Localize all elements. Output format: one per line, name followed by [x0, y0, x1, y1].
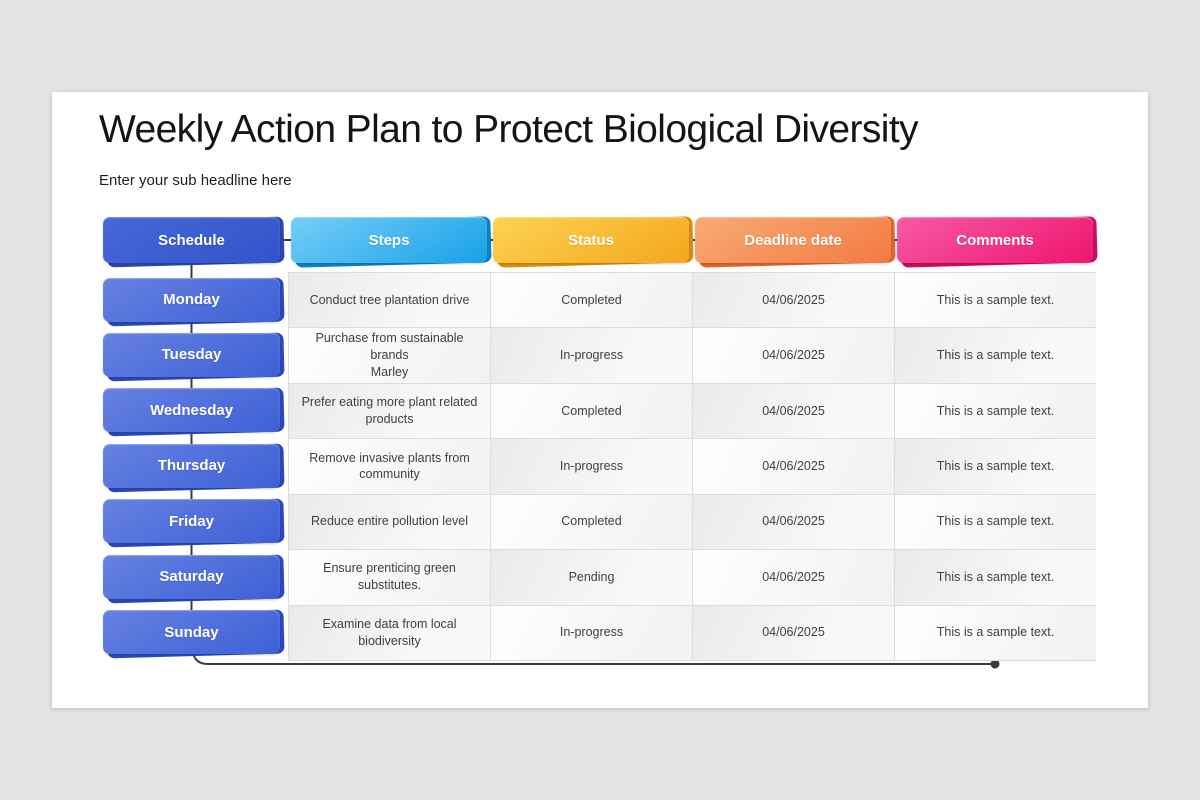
deadline-cell: 04/06/2025 — [692, 550, 894, 606]
comments-cell: This is a sample text. — [894, 439, 1096, 495]
steps-cell: Prefer eating more plant related product… — [288, 383, 490, 440]
day-button-sunday[interactable]: Sunday — [103, 609, 285, 659]
button-face: Wednesday — [103, 388, 280, 433]
day-label: Wednesday — [149, 401, 234, 419]
day-button-friday[interactable]: Friday — [103, 498, 285, 548]
day-button-thursday[interactable]: Thursday — [103, 443, 285, 493]
day-button-wednesday[interactable]: Wednesday — [103, 387, 285, 437]
button-face: Friday — [103, 499, 280, 544]
column-header-label: Deadline date — [744, 231, 842, 249]
deadline-cell: 04/06/2025 — [692, 605, 894, 661]
comments-cell: This is a sample text. — [894, 605, 1096, 661]
slide-card: Weekly Action Plan to Protect Biological… — [52, 92, 1148, 708]
button-face: Deadline date — [695, 217, 891, 263]
button-face: Saturday — [103, 554, 280, 599]
deadline-cell: 04/06/2025 — [692, 383, 894, 440]
connector-end-dot — [990, 659, 1000, 669]
comments-cell: This is a sample text. — [894, 383, 1096, 440]
day-label: Monday — [163, 291, 220, 308]
day-label: Sunday — [164, 623, 219, 641]
day-button-tuesday[interactable]: Tuesday — [103, 332, 285, 382]
comments-cell: This is a sample text. — [894, 550, 1096, 606]
comments-cell: This is a sample text. — [894, 273, 1096, 329]
column-header-comments[interactable]: Comments — [897, 216, 1098, 268]
status-cell: Completed — [490, 494, 692, 551]
button-face: Steps — [291, 217, 487, 263]
page-title: Weekly Action Plan to Protect Biological… — [99, 108, 919, 151]
status-cell: In-progress — [490, 328, 692, 384]
day-label: Saturday — [159, 568, 224, 586]
column-header-label: Steps — [368, 231, 410, 249]
day-label: Tuesday — [161, 346, 222, 364]
day-label: Thursday — [157, 457, 226, 475]
table-cells-grid: Conduct tree plantation drive Completed 04… — [288, 272, 1096, 661]
status-cell: In-progress — [490, 439, 692, 495]
column-header-label: Status — [568, 231, 614, 249]
status-cell: Pending — [490, 550, 692, 606]
button-face: Thursday — [103, 443, 280, 488]
button-face: Sunday — [103, 610, 280, 655]
day-button-saturday[interactable]: Saturday — [103, 554, 285, 604]
steps-cell: Conduct tree plantation drive — [288, 273, 490, 329]
status-cell: Completed — [490, 273, 692, 329]
column-header-label: Schedule — [158, 231, 225, 249]
column-header-deadline-date[interactable]: Deadline date — [695, 216, 896, 268]
steps-cell: Ensure prenticing green substitutes. — [288, 550, 490, 606]
column-header-label: Comments — [956, 231, 1034, 249]
day-button-monday[interactable]: Monday — [103, 277, 285, 326]
button-face: Tuesday — [103, 332, 280, 377]
deadline-cell: 04/06/2025 — [692, 328, 894, 384]
deadline-cell: 04/06/2025 — [692, 494, 894, 551]
deadline-cell: 04/06/2025 — [692, 439, 894, 495]
steps-cell: Reduce entire pollution level — [288, 494, 490, 551]
status-cell: Completed — [490, 383, 692, 440]
steps-cell: Remove invasive plants from community — [288, 439, 490, 495]
action-plan-table: Schedule Steps Status Deadline date Comments… — [103, 216, 1098, 687]
column-header-status[interactable]: Status — [493, 216, 694, 268]
button-face: Comments — [897, 217, 1093, 263]
button-face: Monday — [103, 277, 280, 322]
status-cell: In-progress — [490, 605, 692, 661]
page-subtitle: Enter your sub headline here — [99, 172, 292, 189]
column-header-schedule[interactable]: Schedule — [103, 216, 285, 268]
comments-cell: This is a sample text. — [894, 328, 1096, 384]
steps-cell: Purchase from sustainable brands Marley — [288, 328, 490, 384]
button-face: Status — [493, 217, 689, 263]
steps-cell: Examine data from local biodiversity — [288, 605, 490, 661]
day-label: Friday — [168, 512, 214, 530]
button-face: Schedule — [103, 217, 280, 263]
column-header-steps[interactable]: Steps — [291, 216, 492, 268]
deadline-cell: 04/06/2025 — [692, 273, 894, 329]
comments-cell: This is a sample text. — [894, 494, 1096, 551]
